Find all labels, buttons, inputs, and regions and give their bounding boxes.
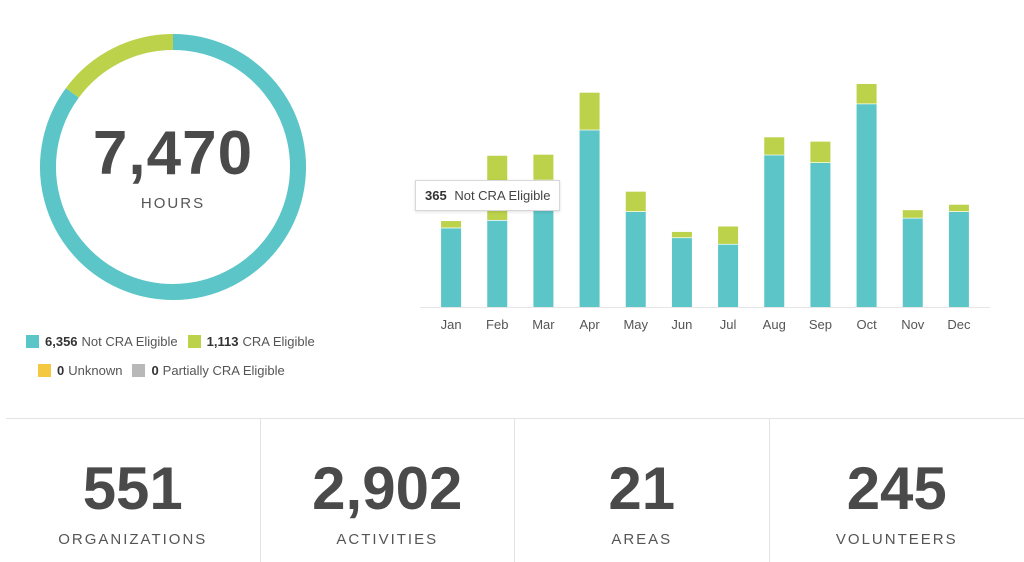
bar-apr-cra[interactable]: [579, 92, 600, 130]
x-tick-label-oct: Oct: [856, 317, 877, 332]
stat-areas: 21 AREAS: [515, 419, 770, 562]
legend-swatch-not-cra: [26, 335, 39, 348]
legend-label-partial: Partially CRA Eligible: [162, 363, 285, 378]
legend-swatch-cra: [187, 335, 201, 348]
bar-jun-not-cra[interactable]: [671, 237, 692, 307]
x-tick-label-jun: Jun: [671, 317, 692, 332]
donut-slice-cra-eligible[interactable]: [65, 34, 174, 98]
bar-tooltip: 365 Not CRA Eligible: [415, 180, 561, 211]
bar-jun-cra[interactable]: [671, 231, 692, 238]
bar-sep-not-cra[interactable]: [810, 162, 831, 307]
legend-value-not-cra: 6,356: [45, 334, 78, 349]
donut-total-value: 7,470: [92, 118, 254, 188]
stat-value-organizations: 551: [82, 455, 183, 522]
bar-sep-cra[interactable]: [810, 141, 831, 163]
donut-legend-row-2: 0 Unknown 0 Partially CRA Eligible: [38, 363, 295, 378]
stat-value-volunteers: 245: [846, 455, 947, 522]
bar-mar-not-cra[interactable]: [533, 179, 554, 307]
x-tick-label-apr: Apr: [579, 317, 600, 332]
stat-label-organizations: ORGANIZATIONS: [58, 531, 208, 548]
hours-donut-chart: 7,470 HOURS: [38, 32, 308, 302]
donut-legend-row-1: 6,356 Not CRA Eligible 1,113 CRA Eligibl…: [26, 334, 325, 349]
legend-item-unknown[interactable]: 0 Unknown: [38, 363, 122, 378]
x-tick-label-nov: Nov: [901, 317, 925, 332]
legend-value-unknown: 0: [57, 363, 65, 378]
stat-activities: 2,902 ACTIVITIES: [261, 419, 515, 562]
legend-swatch-partial: [132, 364, 146, 377]
x-tick-label-may: May: [623, 317, 648, 332]
x-tick-label-jan: Jan: [441, 317, 462, 332]
donut-center: 7,470 HOURS: [38, 32, 308, 302]
bar-nov-cra[interactable]: [902, 210, 923, 218]
x-tick-label-feb: Feb: [486, 317, 508, 332]
bar-may-not-cra[interactable]: [625, 211, 646, 307]
stats-row: 551 ORGANIZATIONS 2,902 ACTIVITIES 21 AR…: [6, 419, 1024, 562]
donut-unit-label: HOURS: [140, 194, 206, 212]
x-tick-label-dec: Dec: [947, 317, 971, 332]
stat-value-areas: 21: [608, 455, 676, 522]
tooltip-value: 365: [425, 188, 447, 203]
bar-aug-cra[interactable]: [764, 137, 785, 155]
legend-value-cra: 1,113: [206, 334, 239, 349]
bar-oct-not-cra[interactable]: [856, 103, 877, 307]
bar-dec-not-cra[interactable]: [948, 211, 969, 307]
bar-jan-not-cra[interactable]: [441, 227, 462, 307]
stat-label-areas: AREAS: [611, 531, 673, 548]
legend-item-cra[interactable]: 1,113 CRA Eligible: [187, 334, 315, 349]
bar-apr-not-cra[interactable]: [579, 129, 600, 307]
legend-swatch-unknown: [38, 364, 51, 377]
x-tick-label-jul: Jul: [720, 317, 737, 332]
stat-organizations: 551 ORGANIZATIONS: [6, 419, 261, 562]
bar-jul-cra[interactable]: [718, 226, 739, 244]
x-tick-label-mar: Mar: [532, 317, 555, 332]
bar-jan-cra[interactable]: [441, 221, 462, 228]
monthly-hours-bar-chart: Jan Feb Mar Apr May Jun Jul Aug Sep Oct Nov Dec: [420, 83, 990, 332]
legend-value-partial: 0: [151, 363, 159, 378]
bar-nov-not-cra[interactable]: [902, 217, 923, 307]
bar-mar-cra[interactable]: [533, 154, 554, 180]
legend-item-not-cra[interactable]: 6,356 Not CRA Eligible: [26, 334, 178, 349]
donut-slice-not-cra-eligible[interactable]: [40, 34, 306, 300]
stats-divider: [6, 418, 1024, 419]
bar-jul-not-cra[interactable]: [718, 243, 739, 307]
stat-volunteers: 245 VOLUNTEERS: [770, 419, 1024, 562]
legend-label-not-cra: Not CRA Eligible: [81, 334, 178, 349]
donut-svg: [40, 34, 306, 300]
x-tick-label-sep: Sep: [809, 317, 832, 332]
tooltip-label: Not CRA Eligible: [454, 188, 551, 203]
bar-feb-not-cra[interactable]: [487, 219, 508, 307]
bar-dec-cra[interactable]: [948, 204, 969, 212]
stat-label-activities: ACTIVITIES: [336, 531, 439, 548]
legend-label-unknown: Unknown: [68, 363, 123, 378]
bar-may-cra[interactable]: [625, 191, 646, 212]
x-tick-label-aug: Aug: [763, 317, 786, 332]
bar-oct-cra[interactable]: [856, 83, 877, 104]
legend-item-partial[interactable]: 0 Partially CRA Eligible: [132, 363, 285, 378]
stat-label-volunteers: VOLUNTEERS: [835, 531, 958, 548]
stat-value-activities: 2,902: [312, 455, 463, 522]
bar-aug-not-cra[interactable]: [764, 154, 785, 307]
legend-label-cra: CRA Eligible: [242, 334, 315, 349]
